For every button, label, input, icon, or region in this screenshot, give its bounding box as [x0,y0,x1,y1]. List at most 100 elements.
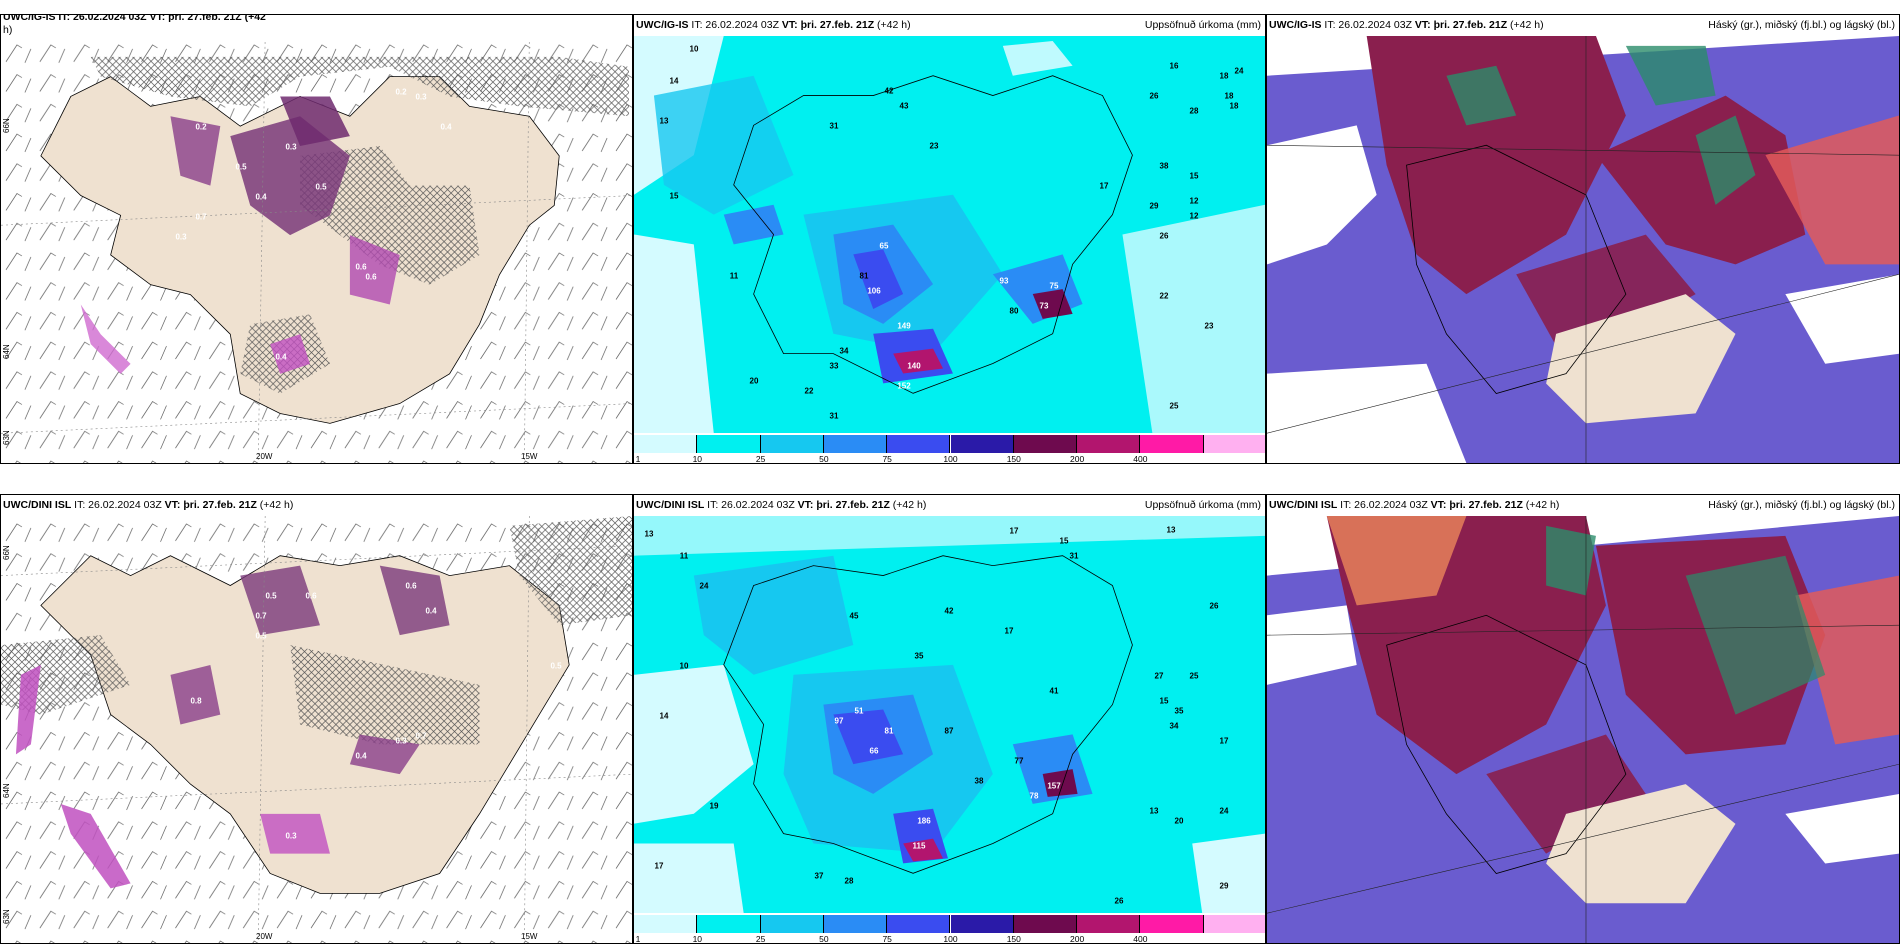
snow-map-svg [1,516,632,943]
precip-label: 152 [897,381,911,391]
colorbar-swatch [697,435,761,453]
lat-label-66n: 66N [2,118,11,133]
precip-label: 97 [834,716,844,726]
snow-label: 0.8 [190,696,202,706]
precip-label: 13 [659,116,669,126]
precip-label: 10 [679,661,689,671]
field-name: Uppsöfnuð úrkoma (mm) [1144,19,1261,31]
colorbar-tick: 25 [755,934,766,944]
precip-label: 13 [1166,525,1176,535]
precip-label: 20 [749,376,759,386]
colorbar-tick: 25 [755,454,766,464]
snow-label: 0.3 [285,831,297,841]
precip-label: 77 [1014,756,1024,766]
snow-label: 0.4 [275,352,287,362]
snow-map-svg [1,37,632,463]
precip-label: 18 [1224,91,1234,101]
lon-label-20w: 20W [256,452,273,461]
precip-label: 28 [844,876,854,886]
precip-label: 19 [709,801,719,811]
colorbar-swatch [950,435,1014,453]
snow-label: 0.4 [425,606,437,616]
colorbar-swatch [634,435,698,453]
panel-header: UWC/IG-IS IT: 26.02.2024 03Z VT: þri. 27… [634,15,1265,36]
precip-label: 38 [1159,161,1169,171]
snow-map-panel-top: UWC/IG-IS IT: 26.02.2024 03Z VT: þri. 27… [0,14,633,464]
colorbar-swatch [634,915,698,933]
snow-label: 0.6 [365,272,377,282]
precip-label: 24 [1234,66,1244,76]
precip-label: 93 [999,276,1009,286]
precip-label: 78 [1029,791,1039,801]
precip-colorbar: 1 10 25 50 75 100 150 200 400 [634,433,1265,463]
model-name: UWC/IG-IS [1269,19,1322,31]
precip-label: 17 [1219,736,1229,746]
precip-label: 27 [1154,671,1164,681]
colorbar-tick: 1 [635,934,641,944]
snow-label: 0.3 [415,92,427,102]
precip-label: 24 [1219,806,1229,816]
init-time: IT: 26.02.2024 03Z [74,499,162,511]
cloud-map-svg [1267,36,1899,463]
lead-time: (+42 h) [1525,499,1560,511]
precip-label: 14 [669,76,679,86]
init-time: IT: 26.02.2024 03Z [1324,19,1412,31]
precip-label: 45 [849,611,859,621]
colorbar-tick: 150 [1006,934,1021,944]
precip-label: 17 [1009,526,1019,536]
precip-label: 25 [1189,671,1199,681]
cloud-map [1267,36,1899,463]
colorbar-tick: 150 [1006,454,1021,464]
panel-header: UWC/DINI ISL IT: 26.02.2024 03Z VT: þri.… [1267,495,1899,516]
panel-title-wrap: h) [3,24,13,36]
snow-label: 0.5 [255,631,267,641]
colorbar-swatch [760,435,824,453]
precip-label: 22 [804,386,814,396]
colorbar-tick: 400 [1133,934,1148,944]
colorbar-tick: 400 [1133,454,1148,464]
precip-label: 186 [917,816,931,826]
precip-map-panel-bottom: UWC/DINI ISL IT: 26.02.2024 03Z VT: þri.… [633,494,1266,944]
valid-time: VT: þri. 27.feb. 21Z [781,19,875,31]
snow-label: 0.7 [415,731,427,741]
colorbar-swatch [950,915,1014,933]
lat-label-64n: 64N [2,344,11,359]
init-time: IT: 26.02.2024 03Z [707,499,795,511]
model-name: UWC/DINI ISL [636,499,705,511]
precip-label: 26 [1209,601,1219,611]
valid-time: VT: þri. 27.feb. 21Z [164,499,257,511]
precip-label: 157 [1047,781,1061,791]
model-name: UWC/IG-IS [636,19,689,31]
colorbar-tick: 1 [635,454,641,464]
panel-header: UWC/IG-IS IT: 26.02.2024 03Z VT: þri. 27… [1,15,632,42]
precip-label: 13 [644,529,654,539]
colorbar-tick: 10 [692,454,703,464]
precip-label: 65 [879,241,889,251]
colorbar-swatch [1013,435,1078,453]
precip-label: 42 [884,86,894,96]
precip-label: 18 [1229,101,1239,111]
precip-label: 87 [944,726,954,736]
valid-time: VT: þri. 27.feb. 21Z [797,499,890,511]
colorbar-swatch [823,915,888,933]
precip-label: 51 [854,706,864,716]
precip-label: 25 [1169,401,1179,411]
precip-label: 37 [814,871,824,881]
precip-label: 26 [1159,231,1169,241]
colorbar-swatch [1140,915,1204,933]
colorbar-swatch [1077,915,1141,933]
precip-label: 15 [1059,536,1069,546]
precip-label: 29 [1219,881,1229,891]
snow-label: 0.6 [405,581,417,591]
precip-label: 14 [659,711,669,721]
precip-label: 42 [944,606,954,616]
precip-label: 11 [729,271,739,281]
precip-label: 17 [1004,626,1014,636]
precip-label: 26 [1149,91,1159,101]
precip-label: 23 [1204,321,1214,331]
precip-label: 81 [884,726,894,736]
model-name: UWC/DINI ISL [1269,499,1338,511]
precip-label: 17 [654,861,664,871]
lon-label-20w: 20W [256,932,273,941]
colorbar-swatch [823,435,888,453]
